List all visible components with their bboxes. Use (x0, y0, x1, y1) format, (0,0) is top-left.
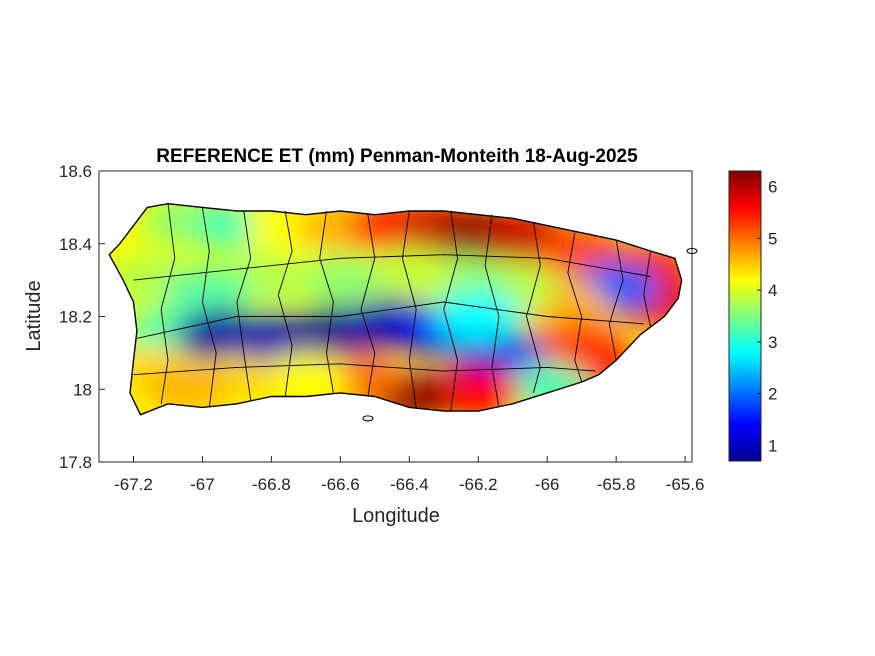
municipality-line-4 (319, 210, 334, 393)
x-tick-label: -65.8 (597, 475, 636, 494)
municipality-line-5 (360, 214, 376, 397)
y-tick-label: 18.4 (59, 235, 92, 254)
municipality-line-1 (201, 207, 217, 408)
municipality-boundaries (133, 203, 698, 422)
et-field-blob-16 (365, 246, 454, 299)
municipality-line-15 (133, 363, 596, 376)
colorbar-tick-label: 3 (768, 333, 777, 352)
y-tick-label: 18.6 (59, 162, 92, 181)
municipality-line-14 (136, 301, 644, 339)
x-tick-label: -67.2 (114, 475, 153, 494)
x-axis-label: Longitude (352, 505, 440, 527)
y-tick-label: 17.8 (59, 453, 92, 472)
municipality-line-8 (484, 214, 500, 408)
et-field-blob-38 (141, 363, 230, 415)
x-tick-label: -66.4 (390, 475, 429, 494)
municipality-line-13 (133, 254, 651, 281)
y-tick-label: 18.2 (59, 308, 92, 327)
municipality-line-3 (277, 210, 293, 397)
colorbar-tick-label: 2 (768, 385, 777, 404)
y-tick-label: 18 (73, 380, 92, 399)
small-island-1 (686, 248, 698, 255)
x-tick-label: -66.8 (252, 475, 291, 494)
municipality-line-11 (608, 240, 624, 361)
municipality-line-12 (643, 250, 652, 328)
colorbar (728, 170, 762, 462)
x-tick-label: -65.6 (666, 475, 705, 494)
municipality-line-6 (401, 210, 417, 408)
y-axis: 17.8 18 18.2 18.4 18.6 (59, 162, 105, 472)
et-field-blob-29 (434, 290, 523, 343)
x-tick-label: -67 (190, 475, 215, 494)
x-tick-label: -66 (535, 475, 560, 494)
municipality-line-7 (443, 210, 459, 412)
colorbar-ticks: 1 2 3 4 5 6 (757, 178, 777, 455)
municipality-line-0 (160, 203, 176, 404)
colorbar-tick-label: 4 (768, 281, 777, 300)
et-field-blob-17 (296, 254, 385, 307)
y-axis-label: Latitude (23, 280, 45, 351)
municipality-line-10 (567, 232, 583, 383)
et-field-blob-19 (165, 265, 254, 318)
colorbar-tick-label: 6 (768, 178, 777, 197)
chart-title: REFERENCE ET (mm) Penman-Monteith 18-Aug… (156, 146, 638, 167)
island-outline (108, 202, 683, 416)
municipality-line-2 (236, 210, 252, 401)
colorbar-tick-label: 1 (768, 436, 777, 455)
small-island-0 (362, 415, 374, 422)
x-axis: -67.2 -67 -66.8 -66.6 -66.4 -66.2 -66 -65.8 -65.… (114, 456, 704, 494)
municipality-line-9 (526, 221, 541, 394)
x-tick-label: -66.6 (321, 475, 360, 494)
colorbar-tick-label: 5 (768, 229, 777, 248)
x-tick-label: -66.2 (459, 475, 498, 494)
